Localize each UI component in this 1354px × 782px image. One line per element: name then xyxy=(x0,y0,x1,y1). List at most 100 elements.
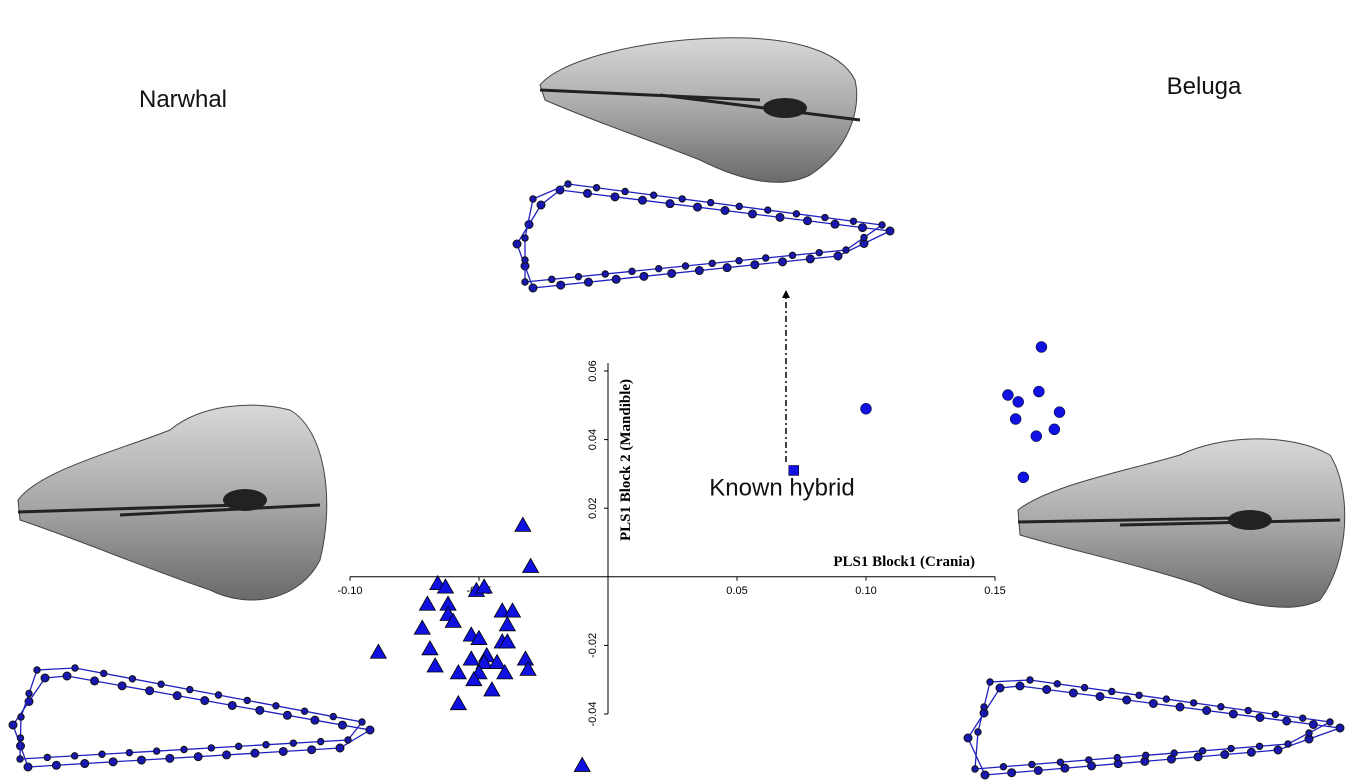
landmark xyxy=(789,252,795,258)
landmark xyxy=(72,665,78,671)
y-axis-label: PLS1 Block 2 (Mandible) xyxy=(618,379,634,541)
point xyxy=(1054,407,1065,418)
landmark xyxy=(187,686,193,692)
landmark xyxy=(679,196,685,202)
landmark xyxy=(1274,746,1282,754)
landmark xyxy=(565,181,571,187)
landmark xyxy=(99,751,105,757)
point xyxy=(789,465,799,475)
landmark xyxy=(311,716,319,724)
landmark xyxy=(629,268,635,274)
landmark xyxy=(1256,743,1262,749)
landmark xyxy=(26,690,32,696)
point xyxy=(515,517,531,531)
landmark xyxy=(1143,752,1149,758)
landmark xyxy=(522,279,528,285)
landmark xyxy=(1081,684,1087,690)
landmark xyxy=(273,703,279,709)
landmark xyxy=(537,201,545,209)
landmark xyxy=(695,267,703,275)
landmark xyxy=(529,284,537,292)
landmark xyxy=(71,753,77,759)
landmark xyxy=(228,701,236,709)
landmark xyxy=(330,713,336,719)
landmark xyxy=(1218,704,1224,710)
species-label: Beluga xyxy=(1167,73,1242,100)
landmark xyxy=(81,760,89,768)
landmark xyxy=(639,196,647,204)
y-tick-label: 0.06 xyxy=(587,360,599,381)
landmark xyxy=(763,255,769,261)
point xyxy=(1018,472,1029,483)
hybrid-label: Known hybrid xyxy=(709,474,854,501)
landmark xyxy=(279,747,287,755)
landmark xyxy=(859,224,867,232)
x-tick-label: 0.05 xyxy=(726,585,747,597)
landmark xyxy=(584,278,592,286)
landmark xyxy=(650,192,656,198)
landmark xyxy=(668,269,676,277)
landmark xyxy=(709,260,715,266)
skull-images xyxy=(18,38,1345,607)
landmark xyxy=(1069,689,1077,697)
landmark xyxy=(1086,757,1092,763)
landmark xyxy=(861,234,867,240)
landmark xyxy=(834,252,842,260)
landmark xyxy=(557,281,565,289)
point xyxy=(499,617,515,631)
landmark xyxy=(666,200,674,208)
point xyxy=(1033,386,1044,397)
landmark xyxy=(831,220,839,228)
point xyxy=(463,651,479,665)
x-tick-label: -0.10 xyxy=(337,585,362,597)
landmark xyxy=(776,213,784,221)
landmark xyxy=(1029,761,1035,767)
point xyxy=(414,620,430,634)
x-axis-label: PLS1 Block1 (Crania) xyxy=(833,554,975,570)
landmark xyxy=(24,763,32,771)
landmark xyxy=(9,721,17,729)
landmark xyxy=(1043,686,1051,694)
point xyxy=(1031,431,1042,442)
landmark xyxy=(18,714,24,720)
landmark xyxy=(201,697,209,705)
landmark xyxy=(109,758,117,766)
point xyxy=(523,559,539,573)
landmark xyxy=(1114,754,1120,760)
landmark xyxy=(736,257,742,263)
landmark xyxy=(850,218,856,224)
landmark xyxy=(1027,677,1033,683)
figure: Narwhal Beluga Known hybrid PLS1 Block1 … xyxy=(0,0,1354,782)
landmark xyxy=(721,207,729,215)
landmark xyxy=(1096,693,1104,701)
landmark xyxy=(91,677,99,685)
landmark xyxy=(34,667,40,673)
landmark xyxy=(612,275,620,283)
landmark xyxy=(126,749,132,755)
landmark xyxy=(1272,711,1278,717)
landmark xyxy=(1245,707,1251,713)
point xyxy=(1013,396,1024,407)
landmark xyxy=(602,271,608,277)
landmark xyxy=(1221,751,1229,759)
landmark xyxy=(63,672,71,680)
landmark xyxy=(1327,719,1333,725)
point xyxy=(422,641,438,655)
landmark xyxy=(1149,700,1157,708)
skull-left-eye xyxy=(223,489,267,511)
landmark xyxy=(1309,721,1317,729)
landmark xyxy=(522,257,528,263)
y-tick-label: -0.04 xyxy=(587,701,599,726)
landmark xyxy=(173,692,181,700)
landmark xyxy=(1008,769,1016,777)
point xyxy=(450,665,466,679)
landmark xyxy=(166,754,174,762)
outline xyxy=(525,184,882,282)
landmark xyxy=(996,684,1004,692)
landmark xyxy=(522,235,528,241)
landmark xyxy=(1057,759,1063,765)
landmark xyxy=(1203,707,1211,715)
point xyxy=(861,403,872,414)
landmark xyxy=(549,276,555,282)
landmark xyxy=(336,744,344,752)
